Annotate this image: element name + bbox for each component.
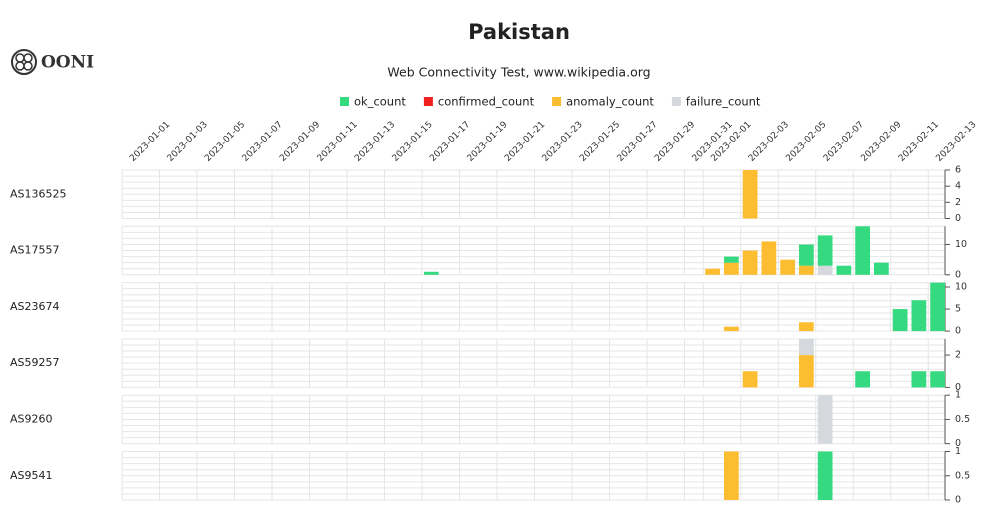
y-tick-label: 1	[955, 390, 961, 401]
y-tick-label: 2	[955, 197, 961, 208]
bar-segment	[799, 355, 814, 388]
bar-segment	[724, 256, 739, 263]
bar-segment	[930, 371, 945, 388]
y-tick-label: 0	[955, 269, 961, 280]
bar-segment	[705, 268, 720, 275]
y-tick-label: 0	[955, 382, 961, 393]
legend-label: anomaly_count	[566, 95, 654, 109]
y-tick-label: 0	[955, 438, 961, 449]
bar-segment	[855, 226, 870, 275]
bar-segment	[761, 241, 777, 275]
y-tick-label: 5	[955, 304, 961, 315]
y-tick-label: 10	[955, 239, 967, 250]
asn-label: AS9260	[10, 412, 53, 425]
bar-segment	[930, 282, 945, 332]
bar-segment	[817, 235, 833, 266]
bar-segment	[817, 265, 833, 275]
asn-label: AS59257	[10, 356, 60, 369]
bar-segment	[836, 265, 852, 275]
y-tick-label: 0	[955, 326, 961, 337]
bar-segment	[780, 259, 795, 275]
legend-label: confirmed_count	[438, 95, 535, 109]
y-tick-label: 0	[955, 213, 961, 224]
bar-segment	[799, 338, 814, 356]
legend-swatch	[552, 97, 562, 106]
y-tick-label: 1	[955, 446, 961, 457]
y-tick-label: 0.5	[955, 414, 970, 425]
asn-label: AS23674	[10, 300, 60, 313]
y-tick-label: 0	[955, 495, 961, 506]
y-tick-label: 6	[955, 165, 961, 176]
bar-segment	[911, 371, 927, 388]
bar-segment	[424, 271, 439, 275]
legend-label: ok_count	[354, 95, 406, 109]
bar-segment	[799, 265, 814, 275]
legend-label: failure_count	[686, 95, 761, 109]
x-tick-label: 2023-02-13	[934, 120, 978, 164]
bar-segment	[855, 371, 870, 388]
bar-segment	[742, 371, 758, 388]
y-tick-label: 2	[955, 350, 961, 361]
bar-segment	[817, 395, 833, 444]
logo-text: OONI	[41, 53, 94, 73]
chart-title: Pakistan	[468, 20, 570, 44]
bar-segment	[817, 451, 833, 500]
bar-segment	[799, 322, 814, 332]
y-tick-label: 10	[955, 282, 967, 293]
bar-segment	[892, 309, 908, 332]
bar-segment	[911, 300, 927, 332]
asn-label: AS136525	[10, 187, 67, 200]
bar-segment	[742, 250, 758, 275]
bar-segment	[742, 170, 758, 219]
legend-swatch	[423, 97, 433, 106]
asn-label: AS17557	[10, 244, 60, 257]
bar-segment	[874, 262, 889, 275]
chart-subtitle: Web Connectivity Test, www.wikipedia.org	[387, 65, 650, 80]
bar-segment	[799, 244, 814, 266]
y-tick-label: 4	[955, 181, 961, 192]
asn-label: AS9541	[10, 469, 53, 482]
bar-segment	[724, 451, 739, 500]
legend-swatch	[340, 97, 349, 106]
bar-segment	[724, 262, 739, 275]
legend-swatch	[671, 97, 681, 106]
y-tick-label: 0.5	[955, 470, 970, 481]
logo: OONI	[11, 49, 94, 75]
bar-segment	[724, 326, 739, 332]
